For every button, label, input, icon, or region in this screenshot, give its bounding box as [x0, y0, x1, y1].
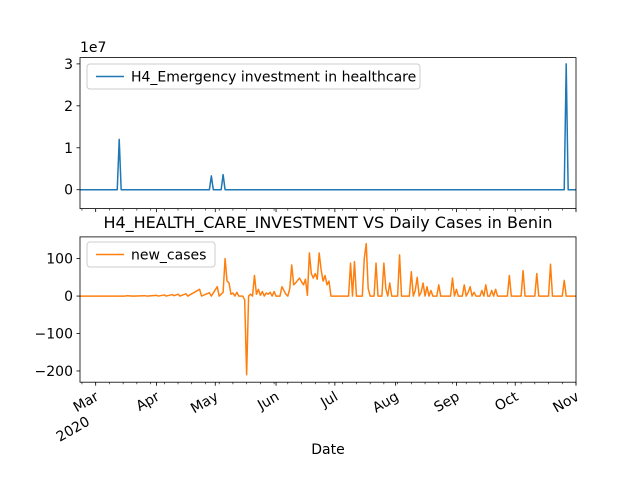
series-line-new-cases [80, 242, 576, 376]
bottom-legend-box [86, 241, 216, 268]
bottom-legend: new_cases [86, 241, 216, 268]
bottom-legend-label: new_cases [131, 248, 206, 264]
bottom-axes-frame [79, 236, 577, 383]
top-axes: 0 1 2 3 1e7 H4_Emergency investment in heal… [64, 40, 577, 213]
y-tick-label: 0 [64, 289, 73, 305]
bottom-y-ticks: 100 0 −100 −200 [35, 252, 80, 380]
y-tick-label: 3 [64, 57, 73, 73]
series-line-h4-emergency-investment-in-healthcare [80, 63, 576, 191]
y-tick-label: 1 [64, 141, 73, 157]
y-tick-label: −100 [35, 327, 73, 343]
x-axis-label: Date [311, 442, 344, 458]
top-legend: H4_Emergency investment in healthcare [86, 63, 421, 90]
y-tick-label: −200 [35, 364, 73, 380]
top-y-ticks: 0 1 2 3 [64, 57, 80, 199]
top-x-ticks [81, 208, 577, 213]
x-tick-label: Jul [317, 389, 341, 412]
top-offset-label: 1e7 [80, 40, 106, 56]
bottom-series-layer [80, 242, 576, 376]
chart-title: H4_HEALTH_CARE_INVESTMENT VS Daily Cases… [103, 213, 552, 233]
y-tick-label: 0 [64, 183, 73, 199]
y-tick-label: 100 [46, 252, 73, 268]
top-series-layer [80, 63, 576, 191]
y-tick-label: 2 [64, 99, 73, 115]
top-axes-frame [79, 57, 577, 209]
top-legend-box [86, 63, 421, 90]
top-legend-label: H4_Emergency investment in healthcare [131, 70, 416, 86]
